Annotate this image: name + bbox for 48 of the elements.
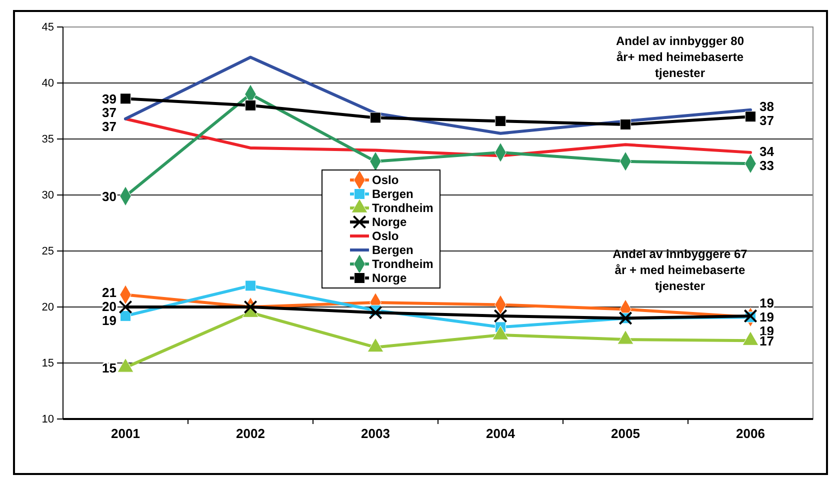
y-tick-label: 45 xyxy=(42,22,54,34)
x-tick-label: 2003 xyxy=(361,426,390,442)
y-tick-label: 15 xyxy=(42,358,54,370)
legend-label: Bergen xyxy=(372,243,414,257)
point xyxy=(495,116,506,127)
legend-label: Trondheim xyxy=(372,257,434,271)
data-label: 34 xyxy=(760,144,775,160)
legend-label: Norge xyxy=(372,271,407,285)
data-label: 37 xyxy=(102,104,116,120)
data-label: 39 xyxy=(102,92,116,107)
legend-label: Oslo xyxy=(372,229,399,243)
point xyxy=(370,112,381,124)
point xyxy=(120,93,131,104)
legend-label: Bergen xyxy=(372,187,414,201)
data-label: 15 xyxy=(102,360,116,376)
y-tick-label: 20 xyxy=(42,302,54,314)
y-tick-label: 35 xyxy=(42,134,54,146)
x-tick-label: 2004 xyxy=(486,426,516,442)
annotation: Andel av innbyggere 67 år + med heimebaserte tjenester xyxy=(612,247,748,293)
data-label: 33 xyxy=(760,158,774,174)
y-tick-label: 10 xyxy=(42,414,54,426)
data-label: 19 xyxy=(760,310,774,325)
point xyxy=(245,100,256,111)
x-tick-label: 2002 xyxy=(236,426,265,442)
data-label: 21 xyxy=(102,284,116,300)
data-label: 19 xyxy=(102,312,116,328)
point xyxy=(368,306,382,320)
point xyxy=(744,309,758,323)
point xyxy=(118,300,132,314)
point xyxy=(494,309,508,323)
data-label: 37 xyxy=(760,113,774,128)
point xyxy=(120,310,131,322)
point xyxy=(245,280,256,292)
data-label: 38 xyxy=(760,99,774,114)
x-tick-label: 2005 xyxy=(611,426,640,442)
annotation: Andel av innbygger 80 år+ med heimebaserte tjenester xyxy=(616,34,744,80)
legend-label: Norge xyxy=(372,215,407,229)
x-tick-label: 2001 xyxy=(111,426,140,442)
point xyxy=(745,111,756,122)
point xyxy=(620,118,631,130)
x-tick-label: 2006 xyxy=(736,426,765,442)
y-tick-label: 40 xyxy=(42,78,54,90)
y-tick-label: 25 xyxy=(42,246,54,258)
y-tick-label: 30 xyxy=(42,190,54,202)
point xyxy=(244,300,258,314)
data-label: 37 xyxy=(102,118,116,134)
legend-label: Oslo xyxy=(372,173,399,187)
legend-label: Trondheim xyxy=(372,201,434,215)
